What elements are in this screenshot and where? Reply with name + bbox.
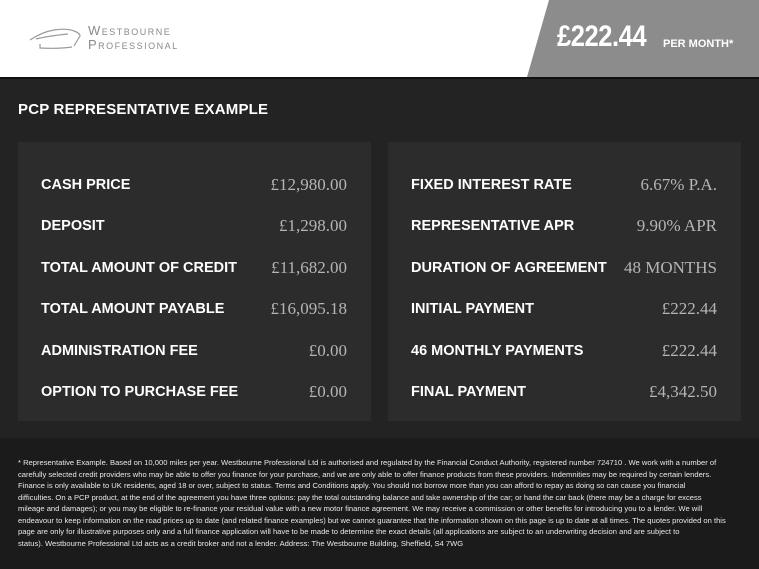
finance-row: DURATION OF AGREEMENT 48 MONTHS xyxy=(411,247,717,289)
left-panel: CASH PRICE £12,980.00 DEPOSIT £1,298.00 TOTA… xyxy=(18,142,371,421)
row-label: CASH PRICE xyxy=(41,176,131,193)
disclaimer-line: status). Westbourne Professional Ltd act… xyxy=(18,538,464,548)
disclaimer-line: Finance is only available to UK resident… xyxy=(18,481,686,490)
header: Westbourne Professional £222.44 PER MONT… xyxy=(0,0,759,77)
finance-row: 46 MONTHLY PAYMENTS £222.44 xyxy=(411,330,717,372)
finance-row: TOTAL AMOUNT OF CREDIT £11,682.00 xyxy=(41,247,347,289)
row-value: 6.67% P.A. xyxy=(640,174,717,194)
row-label: DURATION OF AGREEMENT xyxy=(411,259,607,276)
row-value: £222.44 xyxy=(661,299,717,319)
finance-row: ADMINISTRATION FEE £0.00 xyxy=(41,330,347,372)
disclaimer-line: * Representative Example. Based on 10,00… xyxy=(18,458,717,467)
row-label: OPTION TO PURCHASE FEE xyxy=(41,384,239,401)
per-month-label: PER MONTH* xyxy=(663,38,734,50)
disclaimer: * Representative Example. Based on 10,00… xyxy=(0,438,759,569)
row-label: 46 MONTHLY PAYMENTS xyxy=(411,342,584,359)
disclaimer-line: carefully selected credit providers who … xyxy=(18,469,712,479)
finance-row: TOTAL AMOUNT PAYABLE £16,095.18 xyxy=(41,289,347,331)
disclaimer-line: endeavour to keep information on the roa… xyxy=(18,515,726,525)
row-label: TOTAL AMOUNT OF CREDIT xyxy=(41,259,238,276)
finance-row: CASH PRICE £12,980.00 xyxy=(41,164,347,206)
row-value: £1,298.00 xyxy=(279,216,347,236)
car-logo-icon xyxy=(29,28,81,49)
monthly-price-box: £222.44 PER MONTH* xyxy=(527,0,759,77)
brand-line2: Professional xyxy=(88,37,179,52)
finance-row: OPTION TO PURCHASE FEE £0.00 xyxy=(41,372,347,414)
row-label: DEPOSIT xyxy=(41,218,105,235)
finance-row: FIXED INTEREST RATE 6.67% P.A. xyxy=(411,164,717,206)
disclaimer-line: difficulties. On a PCP product, at the e… xyxy=(18,492,702,502)
row-label: REPRESENTATIVE APR xyxy=(411,218,575,235)
disclaimer-line: mileage and damages); or you may be elig… xyxy=(18,504,703,513)
row-label: TOTAL AMOUNT PAYABLE xyxy=(41,301,225,318)
finance-row: FINAL PAYMENT £4,342.50 xyxy=(411,372,717,414)
logo[interactable]: Westbourne Professional xyxy=(28,22,179,54)
row-value: £0.00 xyxy=(308,340,347,360)
divider xyxy=(0,77,759,79)
row-value: £222.44 xyxy=(661,340,717,360)
brand-line1: Westbourne xyxy=(88,23,172,38)
row-label: FINAL PAYMENT xyxy=(411,384,526,401)
section-title: PCP REPRESENTATIVE EXAMPLE xyxy=(18,101,269,118)
row-value: 9.90% APR xyxy=(636,216,717,236)
row-value: 48 MONTHS xyxy=(623,257,717,277)
finance-row: DEPOSIT £1,298.00 xyxy=(41,206,347,248)
finance-row: INITIAL PAYMENT £222.44 xyxy=(411,289,717,331)
row-value: £11,682.00 xyxy=(271,257,347,277)
disclaimer-line: page are only for illustrative purposes … xyxy=(18,527,680,536)
row-value: £0.00 xyxy=(308,382,347,402)
row-label: ADMINISTRATION FEE xyxy=(41,342,198,359)
monthly-price: £222.44 xyxy=(557,20,647,53)
row-value: £4,342.50 xyxy=(649,382,717,402)
row-label: INITIAL PAYMENT xyxy=(411,301,534,318)
finance-row: REPRESENTATIVE APR 9.90% APR xyxy=(411,206,717,248)
row-label: FIXED INTEREST RATE xyxy=(411,176,572,193)
row-value: £16,095.18 xyxy=(270,299,348,319)
right-panel: FIXED INTEREST RATE 6.67% P.A. REPRESENTAT… xyxy=(388,142,741,421)
row-value: £12,980.00 xyxy=(270,174,348,194)
